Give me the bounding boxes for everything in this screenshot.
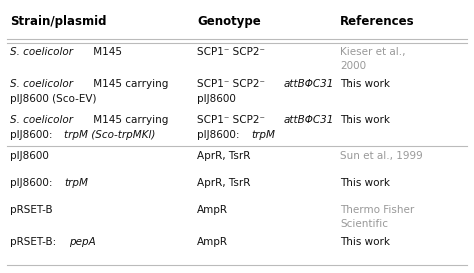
Text: pRSET-B: pRSET-B [10, 205, 53, 215]
Text: Sun et al., 1999: Sun et al., 1999 [340, 151, 423, 161]
Text: S. coelicolor: S. coelicolor [10, 79, 73, 89]
Text: Strain/plasmid: Strain/plasmid [10, 15, 106, 28]
Text: trpM (Sco-trpMKl): trpM (Sco-trpMKl) [64, 130, 155, 140]
Text: plJ8600:: plJ8600: [10, 130, 52, 140]
Text: Thermo Fisher
Scientific: Thermo Fisher Scientific [340, 205, 414, 229]
Text: AmpR: AmpR [197, 237, 228, 247]
Text: trpM: trpM [64, 178, 88, 188]
Text: plJ8600:: plJ8600: [197, 130, 240, 140]
Text: AprR, TsrR: AprR, TsrR [197, 151, 251, 161]
Text: Kieser et al.,
2000: Kieser et al., 2000 [340, 47, 406, 71]
Text: SCP1⁻ SCP2⁻: SCP1⁻ SCP2⁻ [197, 47, 265, 57]
Text: This work: This work [340, 237, 390, 247]
Text: plJ8600 (Sco-EV): plJ8600 (Sco-EV) [10, 94, 96, 104]
Text: attBΦC31: attBΦC31 [284, 79, 334, 89]
Text: M145: M145 [90, 47, 122, 57]
Text: This work: This work [340, 115, 390, 125]
Text: SCP1⁻ SCP2⁻: SCP1⁻ SCP2⁻ [197, 115, 265, 125]
Text: plJ8600:: plJ8600: [10, 178, 52, 188]
Text: SCP1⁻ SCP2⁻: SCP1⁻ SCP2⁻ [197, 79, 265, 89]
Text: :: : [348, 79, 352, 89]
Text: This work: This work [340, 79, 390, 89]
Text: References: References [340, 15, 415, 28]
Text: :: : [348, 115, 352, 125]
Text: This work: This work [340, 178, 390, 188]
Text: plJ8600: plJ8600 [197, 94, 236, 104]
Text: trpM: trpM [251, 130, 275, 140]
Text: AmpR: AmpR [197, 205, 228, 215]
Text: Genotype: Genotype [197, 15, 261, 28]
Text: S. coelicolor: S. coelicolor [10, 115, 73, 125]
Text: plJ8600: plJ8600 [10, 151, 49, 161]
Text: AprR, TsrR: AprR, TsrR [197, 178, 251, 188]
Text: S. coelicolor: S. coelicolor [10, 47, 73, 57]
Text: M145 carrying: M145 carrying [90, 115, 169, 125]
Text: M145 carrying: M145 carrying [90, 79, 169, 89]
Text: pRSET-B:: pRSET-B: [10, 237, 56, 247]
Text: attBΦC31: attBΦC31 [284, 115, 334, 125]
Text: pepA: pepA [69, 237, 96, 247]
